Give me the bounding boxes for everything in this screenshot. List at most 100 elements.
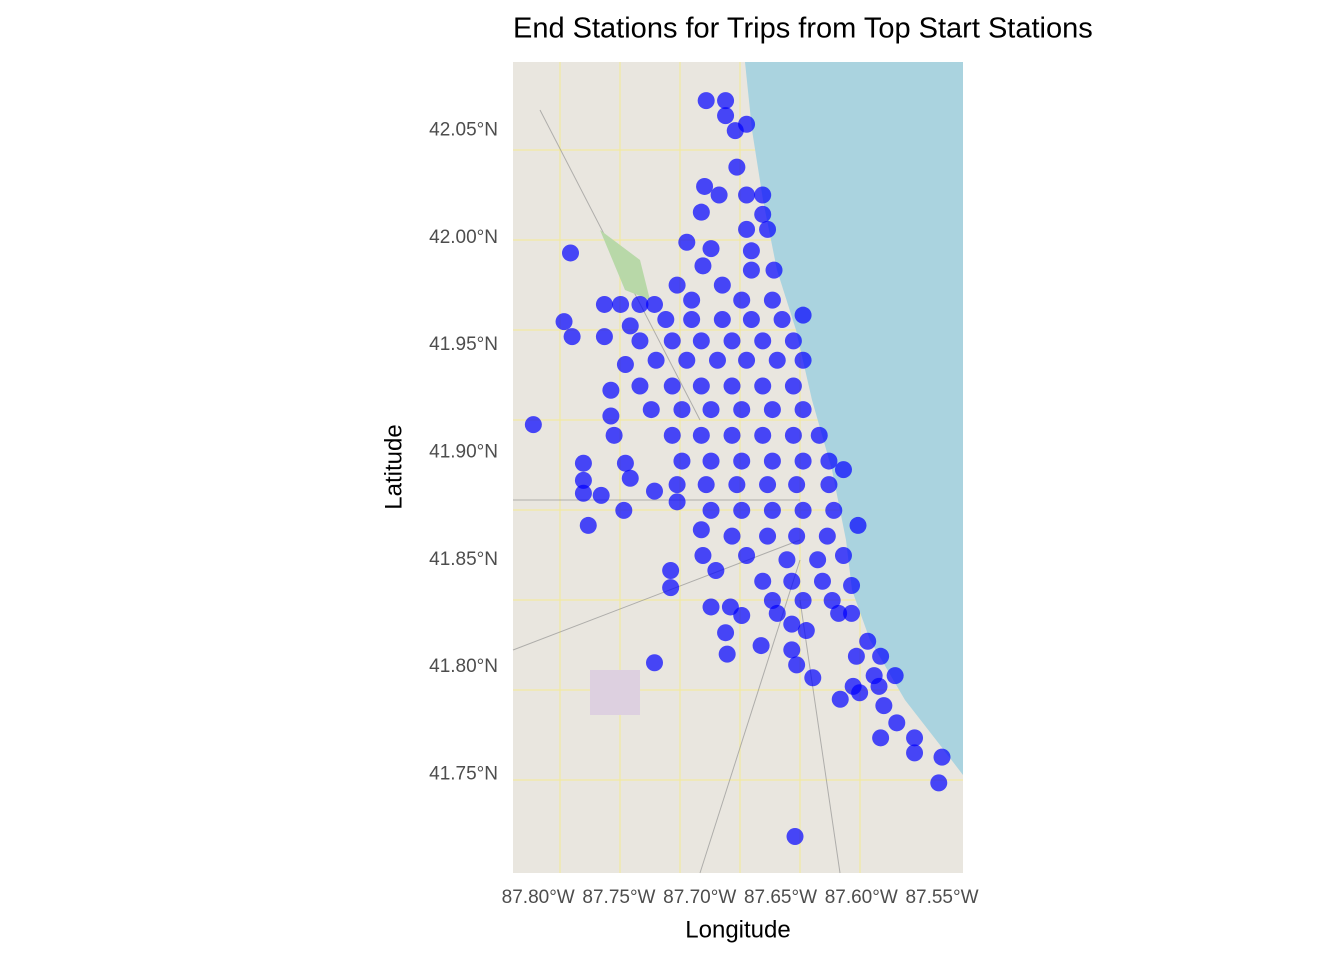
point [733,291,751,309]
point [726,122,744,140]
point [668,276,686,294]
point [710,186,728,204]
y-tick-label: 41.95°N [429,334,498,355]
chart-title: End Stations for Trips from Top Start St… [513,13,1093,45]
point [616,356,634,374]
point [754,186,772,204]
point [615,501,633,519]
point [825,501,843,519]
x-tick-label: 87.55°W [905,887,978,908]
point [794,452,812,470]
point [851,684,869,702]
point [763,291,781,309]
point [818,527,836,545]
point [692,332,710,350]
x-tick-label: 87.60°W [825,887,898,908]
point [696,177,714,195]
point [788,476,806,494]
point [754,426,772,444]
point [794,501,812,519]
point [773,310,791,328]
point [702,452,720,470]
point [683,291,701,309]
point [786,828,804,846]
point [752,637,770,655]
point [692,377,710,395]
point [692,203,710,221]
point [794,351,812,369]
point [673,401,691,419]
point [759,527,777,545]
point [820,452,838,470]
point [702,598,720,616]
x-tick-label: 87.80°W [502,887,575,908]
point [886,667,904,685]
point [733,501,751,519]
point [888,714,906,732]
point [778,551,796,569]
point [804,669,822,687]
point [602,381,620,399]
x-tick-label: 87.75°W [582,887,655,908]
point [562,244,580,262]
y-tick-label: 41.75°N [429,763,498,784]
point [763,592,781,610]
y-tick-label: 41.85°N [429,549,498,570]
point [768,604,786,622]
point [616,454,634,472]
point [717,107,735,125]
point [702,401,720,419]
point [717,624,735,642]
point [763,452,781,470]
point [645,654,663,672]
point [788,656,806,674]
point [524,416,542,434]
point [718,645,736,663]
point [872,729,890,747]
point [697,92,715,110]
point [668,493,686,511]
point [763,401,781,419]
point [678,233,696,251]
point [555,313,573,331]
point [754,377,772,395]
point [849,516,867,534]
point [797,622,815,640]
point [834,461,852,479]
point [906,744,924,762]
point [662,561,680,579]
point [738,546,756,564]
point [663,332,681,350]
point [847,647,865,665]
point [602,407,620,425]
point [663,377,681,395]
point [930,774,948,792]
point [810,426,828,444]
point [574,454,592,472]
point [754,572,772,590]
point [794,306,812,324]
point [794,592,812,610]
point [742,261,760,279]
point [784,426,802,444]
point [692,426,710,444]
point [612,295,630,313]
point [694,257,712,275]
point [702,240,720,258]
point [631,377,649,395]
point [859,632,877,650]
point [592,486,610,504]
point [645,295,663,313]
point [605,426,623,444]
point [678,351,696,369]
point [823,592,841,610]
point [642,401,660,419]
y-tick-label: 41.90°N [429,441,498,462]
point [631,332,649,350]
point [707,561,725,579]
point [809,551,827,569]
point [875,697,893,715]
point [645,482,663,500]
x-tick-label: 87.70°W [663,887,736,908]
